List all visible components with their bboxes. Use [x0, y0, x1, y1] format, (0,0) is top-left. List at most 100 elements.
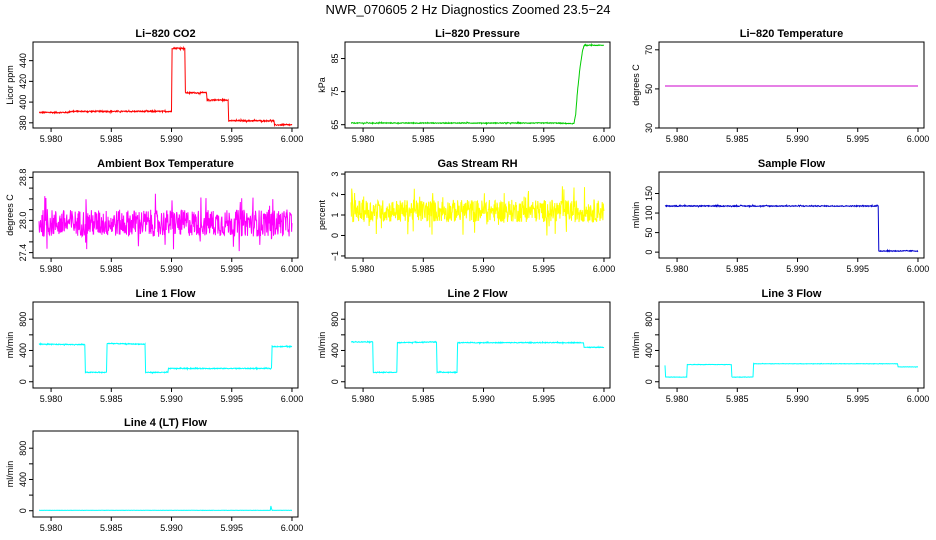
chart-panel-4: Ambient Box Temperature 5.980 5.985 5.990 5.…: [5, 158, 303, 274]
panel-title: Li−820 CO2: [135, 28, 195, 40]
x-tick-label: 5.990: [472, 264, 495, 274]
x-tick-label: 5.985: [100, 264, 123, 274]
plot-frame: [658, 171, 925, 259]
x-tick-label: 5.995: [220, 523, 243, 533]
y-tick-label: 0: [18, 508, 28, 513]
chart-panel-3: Li−820 Temperature 5.980 5.985 5.990 5.995 6.…: [631, 28, 929, 144]
chart-panel-10: Line 4 (LT) Flow 5.980 5.985 5.990 5.995 6.00…: [5, 417, 303, 533]
series-line: [350, 186, 605, 236]
x-tick-label: 5.985: [726, 394, 749, 404]
x-tick-label: 5.990: [472, 394, 495, 404]
y-axis-label: ml/min: [631, 332, 641, 359]
y-axis-label: ml/min: [5, 332, 15, 359]
x-tick-label: 5.985: [412, 394, 435, 404]
x-tick-label: 5.995: [846, 134, 869, 144]
x-tick-label: 6.000: [281, 394, 304, 404]
series-line: [350, 340, 605, 374]
x-tick-label: 5.995: [532, 134, 555, 144]
plot-frame: [32, 171, 299, 259]
x-tick-label: 6.000: [907, 134, 930, 144]
series-line: [351, 42, 605, 126]
y-tick-label: −1: [330, 251, 340, 261]
y-tick-label: 0: [330, 233, 340, 238]
x-tick-label: 5.980: [40, 394, 63, 404]
x-tick-label: 5.985: [100, 394, 123, 404]
chart-panel-7: Line 1 Flow 5.980 5.985 5.990 5.995 6.000 0 400…: [5, 288, 303, 404]
x-tick-label: 5.990: [160, 394, 183, 404]
y-tick-label: 800: [330, 312, 340, 327]
chart-panel-8: Line 2 Flow 5.980 5.985 5.990 5.995 6.000 0 400…: [317, 288, 615, 404]
x-tick-label: 5.990: [160, 134, 183, 144]
chart-panels: Li−820 CO2 5.980 5.985 5.990 5.995 6.000 380 40…: [5, 28, 929, 533]
plot-frame: [658, 301, 925, 389]
y-tick-label: 440: [18, 53, 28, 68]
y-tick-label: 400: [18, 95, 28, 110]
x-tick-label: 5.985: [100, 523, 123, 533]
x-tick-label: 5.990: [160, 523, 183, 533]
panel-title: Li−820 Pressure: [435, 28, 520, 40]
y-axis-label: degrees C: [631, 64, 641, 106]
plot-frame: [658, 41, 925, 129]
x-tick-label: 5.980: [352, 134, 375, 144]
chart-panel-1: Li−820 CO2 5.980 5.985 5.990 5.995 6.000 380 40…: [5, 28, 303, 144]
panel-title: Line 2 Flow: [448, 288, 508, 300]
y-tick-label: 50: [644, 228, 654, 238]
series-line: [664, 203, 919, 253]
y-tick-label: 800: [18, 312, 28, 327]
panel-title: Li−820 Temperature: [740, 28, 843, 40]
figure-title: NWR_070605 2 Hz Diagnostics Zoomed 23.5−…: [325, 2, 610, 17]
x-tick-label: 5.995: [220, 394, 243, 404]
x-tick-label: 6.000: [281, 523, 304, 533]
plot-frame: [32, 430, 299, 518]
y-tick-label: 0: [330, 379, 340, 384]
y-tick-label: 65: [330, 120, 340, 130]
x-tick-label: 5.990: [786, 264, 809, 274]
y-axis-label: ml/min: [631, 202, 641, 229]
x-tick-label: 5.980: [352, 264, 375, 274]
y-tick-label: 150: [644, 186, 654, 201]
panel-title: Line 4 (LT) Flow: [124, 417, 207, 429]
series-line: [39, 45, 293, 128]
y-tick-label: 50: [644, 84, 654, 94]
x-tick-label: 5.995: [220, 134, 243, 144]
plot-frame: [344, 41, 611, 129]
x-tick-label: 5.985: [726, 134, 749, 144]
chart-panel-9: Line 3 Flow 5.980 5.985 5.990 5.995 6.000 0 400…: [631, 288, 929, 404]
y-tick-label: 400: [18, 343, 28, 358]
y-tick-label: 400: [644, 343, 654, 358]
y-tick-label: 0: [644, 379, 654, 384]
plot-frame: [32, 41, 299, 129]
panel-title: Ambient Box Temperature: [97, 158, 234, 170]
x-tick-label: 6.000: [907, 394, 930, 404]
x-tick-label: 5.980: [40, 134, 63, 144]
y-tick-label: 2: [330, 192, 340, 197]
x-tick-label: 5.980: [666, 264, 689, 274]
panel-title: Line 1 Flow: [136, 288, 196, 300]
y-axis-label: percent: [317, 199, 327, 230]
chart-panel-6: Sample Flow 5.980 5.985 5.990 5.995 6.000 0 50 1…: [631, 158, 929, 274]
x-tick-label: 6.000: [593, 394, 616, 404]
y-tick-label: 85: [330, 54, 340, 64]
x-tick-label: 5.985: [100, 134, 123, 144]
plot-frame: [32, 301, 299, 389]
y-tick-label: 400: [330, 343, 340, 358]
y-axis-label: ml/min: [317, 332, 327, 359]
y-tick-label: 3: [330, 172, 340, 177]
x-tick-label: 5.980: [666, 134, 689, 144]
x-tick-label: 6.000: [281, 134, 304, 144]
x-tick-label: 5.980: [666, 394, 689, 404]
y-tick-label: 380: [18, 115, 28, 130]
x-tick-label: 5.990: [786, 394, 809, 404]
x-tick-label: 5.980: [40, 523, 63, 533]
chart-panel-2: Li−820 Pressure 5.980 5.985 5.990 5.995 6.000…: [317, 28, 615, 144]
y-axis-label: Licor ppm: [5, 65, 15, 105]
y-tick-label: 70: [644, 45, 654, 55]
x-tick-label: 5.985: [726, 264, 749, 274]
x-tick-label: 5.990: [472, 134, 495, 144]
series-line: [39, 505, 293, 512]
panel-title: Line 3 Flow: [762, 288, 822, 300]
chart-panel-5: Gas Stream RH 5.980 5.985 5.990 5.995 6.000 −1…: [317, 158, 615, 274]
series-line: [38, 342, 293, 375]
x-tick-label: 5.995: [532, 264, 555, 274]
